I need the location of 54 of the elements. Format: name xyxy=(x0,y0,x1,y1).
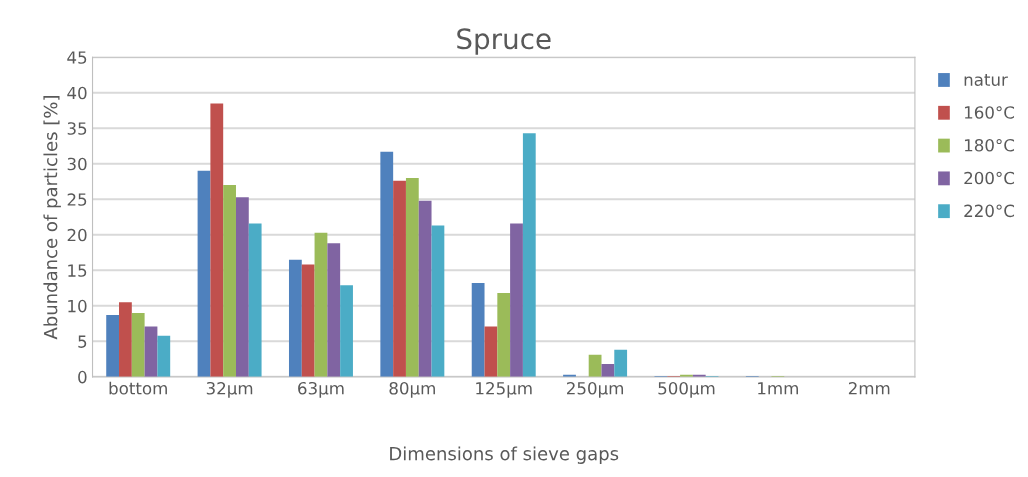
bar xyxy=(157,335,171,377)
bar xyxy=(301,264,315,377)
bar xyxy=(210,103,224,377)
legend-label: natur xyxy=(964,74,1008,86)
bar xyxy=(314,232,328,377)
bar xyxy=(223,185,236,377)
bar xyxy=(144,326,158,377)
bar xyxy=(106,315,120,377)
y-tick-label: 5 xyxy=(78,335,87,348)
bar xyxy=(471,283,485,377)
x-tick-label: 500µm xyxy=(658,381,715,398)
bar xyxy=(484,326,498,377)
bar xyxy=(431,225,445,377)
bar xyxy=(380,151,394,377)
bar xyxy=(340,285,353,377)
x-tick-label: 125µm xyxy=(476,381,532,398)
bar xyxy=(497,293,511,377)
x-tick-label: 250µm xyxy=(566,381,624,398)
y-tick-label: 45 xyxy=(67,51,87,64)
x-tick-label: 32µm xyxy=(206,381,253,398)
bar xyxy=(235,197,249,377)
y-tick-label: 25 xyxy=(67,193,87,206)
x-tick-label: 2mm xyxy=(848,381,890,395)
bar xyxy=(288,259,302,377)
x-tick-label: 1mm xyxy=(758,382,798,395)
x-axis-title: Dimensions of sieve gaps xyxy=(390,446,619,464)
x-tick-label: bottom xyxy=(109,381,167,395)
bar xyxy=(131,312,145,377)
bar xyxy=(522,133,536,377)
y-tick-label: 10 xyxy=(68,299,87,313)
bar xyxy=(510,223,523,377)
bar xyxy=(248,223,262,377)
bar xyxy=(405,177,419,377)
y-tick-label: 35 xyxy=(67,122,87,135)
y-tick-label: 20 xyxy=(67,228,87,242)
bar xyxy=(393,180,406,377)
x-tick-label: 63µm xyxy=(298,381,344,398)
bar xyxy=(614,349,628,377)
legend-label: 220°C xyxy=(964,204,1015,218)
chart-title: Spruce xyxy=(457,28,551,55)
bar xyxy=(418,200,432,377)
y-axis-title: Abundance of particles [%] xyxy=(43,96,61,340)
legend-label: 200°C xyxy=(964,171,1015,185)
y-tick-label: 15 xyxy=(68,264,87,277)
bar xyxy=(197,170,211,377)
bar xyxy=(119,302,132,377)
legend-label: 160°C xyxy=(964,106,1015,119)
x-tick-label: 80µm xyxy=(389,381,435,398)
y-tick-label: 40 xyxy=(67,86,87,100)
bar xyxy=(601,364,615,377)
y-tick-label: 30 xyxy=(67,157,87,171)
bar xyxy=(327,243,341,377)
legend-label: 180°C xyxy=(964,138,1015,152)
y-tick-label: 0 xyxy=(78,370,87,384)
